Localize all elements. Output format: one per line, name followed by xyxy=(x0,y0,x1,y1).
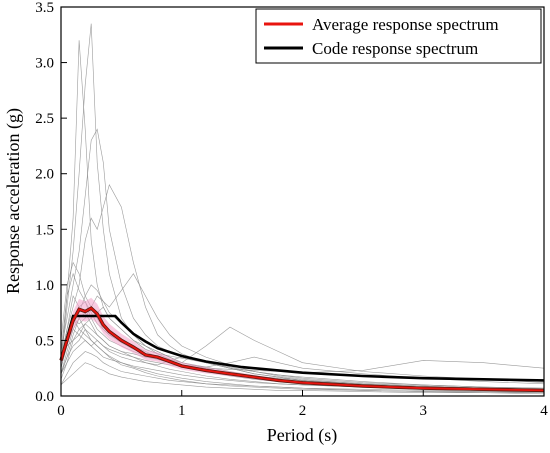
x-tick-label: 0 xyxy=(57,403,65,419)
record-spectrum-line-10 xyxy=(60,328,544,393)
y-tick-label: 3.0 xyxy=(35,56,54,72)
y-tick-label: 0.5 xyxy=(35,333,54,349)
legend-label-code: Code response spectrum xyxy=(312,39,478,58)
legend-label-average: Average response spectrum xyxy=(312,15,499,34)
record-spectrum-line-1 xyxy=(60,40,545,391)
main-series-group xyxy=(59,306,545,393)
average-band-group xyxy=(61,297,544,392)
x-tick-label: 2 xyxy=(299,403,307,419)
code-spectrum-line xyxy=(59,314,545,382)
legend-box xyxy=(255,8,542,64)
y-tick-label: 2.5 xyxy=(35,111,54,127)
x-tick-label: 1 xyxy=(178,403,186,419)
record-spectrum-line-3 xyxy=(60,128,545,389)
y-tick-label: 1.0 xyxy=(35,278,54,294)
y-axis-title: Response acceleration (g) xyxy=(3,108,24,294)
record-spectrum-line-7 xyxy=(60,295,545,383)
x-tick-label: 4 xyxy=(540,403,548,419)
plot-frame xyxy=(60,6,545,397)
record-spectrum-line-2 xyxy=(60,23,545,391)
y-tick-label: 1.5 xyxy=(35,222,54,238)
average-spectrum-band xyxy=(61,297,544,392)
record-spectrum-line-12 xyxy=(60,273,545,390)
record-spectrum-line-11 xyxy=(60,351,544,392)
record-spectrum-line-16 xyxy=(60,362,545,395)
legend: Average response spectrum Code response … xyxy=(255,8,542,64)
record-spectrum-line-4 xyxy=(60,183,545,391)
y-tick-label: 2.0 xyxy=(35,167,54,183)
average-spectrum-line xyxy=(60,307,545,392)
y-tick-label: 3.5 xyxy=(35,0,54,16)
axis-ticks-group: 0 1 2 3 4 0.0 0.5 1.0 1.5 2.0 2.5 3.0 3.5 xyxy=(35,0,548,419)
record-spectra-group xyxy=(60,23,545,395)
x-tick-label: 3 xyxy=(420,403,428,419)
x-axis-title: Period (s) xyxy=(267,425,338,446)
y-tick-label: 0.0 xyxy=(35,389,54,405)
